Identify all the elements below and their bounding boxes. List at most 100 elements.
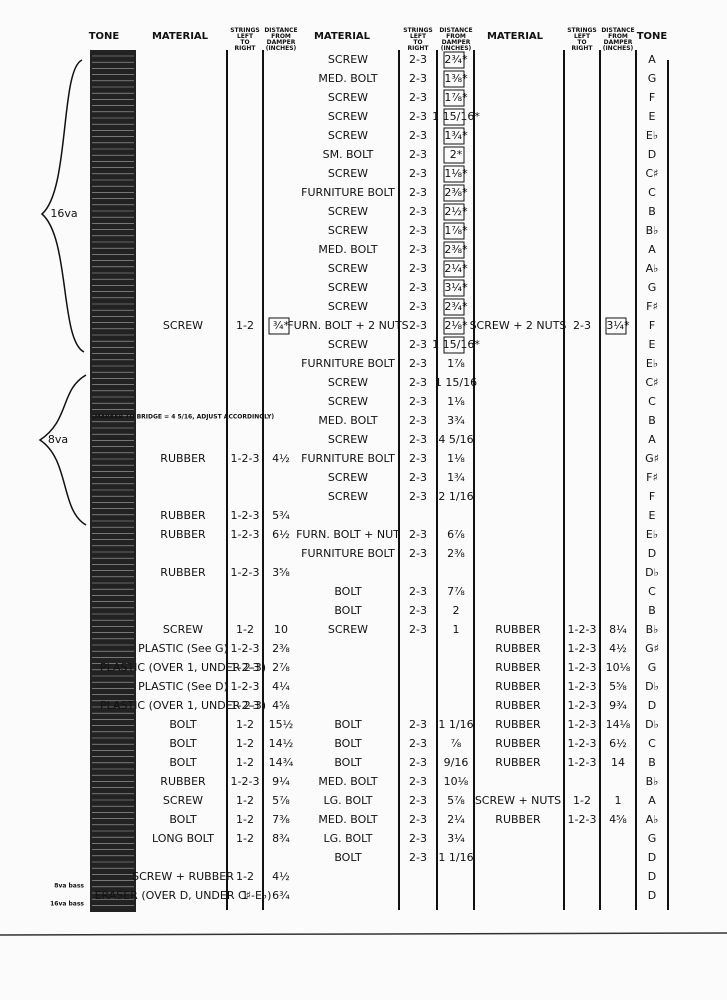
octave-mark: 8va — [48, 433, 68, 446]
distance: 8¼ — [609, 623, 627, 636]
strings: 1-2 — [573, 794, 591, 807]
tone: G — [648, 832, 657, 845]
distance: 3¼* — [444, 281, 468, 294]
strings: 2-3 — [409, 623, 427, 636]
material: BOLT — [334, 756, 362, 769]
distance-box — [443, 298, 465, 316]
material: SCREW + 2 NUTS — [470, 319, 567, 332]
tone: C♯ — [645, 167, 658, 180]
distance: 6⅞ — [447, 528, 465, 541]
strings: 1-2-3 — [568, 756, 597, 769]
strings: 1-2 — [236, 832, 254, 845]
material: FURNITURE BOLT — [301, 547, 395, 560]
brace — [40, 59, 85, 353]
tone: D — [648, 889, 656, 902]
strings: 2-3 — [409, 775, 427, 788]
material: SCREW — [328, 224, 368, 237]
tone: D — [648, 148, 656, 161]
strings: 2-3 — [409, 129, 427, 142]
distance: 1⅞* — [444, 91, 468, 104]
material: RUBBER — [160, 566, 206, 579]
distance: 6½ — [272, 528, 290, 541]
distance: 1 1/16 — [438, 718, 473, 731]
material: SCREW + NUTS — [475, 794, 561, 807]
strings: 1-2 — [236, 718, 254, 731]
distance-box — [443, 146, 465, 164]
tone: B — [648, 414, 656, 427]
material: PLASTIC (See D) — [138, 680, 228, 693]
distance: ¾* — [273, 319, 290, 332]
distance: 3¼* — [606, 319, 630, 332]
distance-box — [443, 203, 465, 221]
distance: 5⅝ — [609, 680, 627, 693]
distance: 1⅞ — [447, 357, 465, 370]
material: PLASTIC (OVER 1, UNDER 2-3) — [100, 699, 266, 712]
distance: 15½ — [269, 718, 294, 731]
material: SCREW — [328, 395, 368, 408]
distance: 1 15/16* — [432, 110, 480, 123]
distance: 1 — [453, 623, 460, 636]
material: SCREW — [328, 376, 368, 389]
strings: 1-2-3 — [568, 699, 597, 712]
distance: 4½ — [272, 452, 290, 465]
strings: 2-3 — [409, 186, 427, 199]
strings: 1-2-3 — [568, 718, 597, 731]
strings: 1-2-3 — [231, 661, 260, 674]
material: RUBBER — [495, 699, 541, 712]
distance-box — [443, 336, 465, 354]
material: SCREW — [328, 262, 368, 275]
octave-mark: 16va — [50, 207, 77, 220]
material: PLASTIC (See G) — [138, 642, 228, 655]
tone: C — [648, 186, 656, 199]
strings: 1-2 — [236, 756, 254, 769]
header: TONE — [637, 31, 668, 42]
material: BOLT — [334, 718, 362, 731]
strings: 2-3 — [409, 585, 427, 598]
tone: C — [648, 737, 656, 750]
material: SCREW — [328, 167, 368, 180]
distance: 1¾ — [447, 471, 465, 484]
strings: 2-3 — [409, 395, 427, 408]
material: FURN. BOLT + NUT — [296, 528, 400, 541]
staff-label: 16va bass — [50, 901, 84, 908]
distance: 3⅝ — [272, 566, 290, 579]
strings: 1-2 — [236, 319, 254, 332]
material: SCREW — [328, 205, 368, 218]
distance: 2⅛* — [444, 319, 468, 332]
tone: G♯ — [645, 642, 659, 655]
distance: 2 — [453, 604, 460, 617]
material: SCREW + RUBBER — [132, 870, 234, 883]
strings: 1-2-3 — [568, 737, 597, 750]
distance-box — [443, 241, 465, 259]
distance: 3¼ — [447, 832, 465, 845]
material: SCREW — [328, 53, 368, 66]
material: LG. BOLT — [324, 794, 373, 807]
distance: 7⅜ — [272, 813, 290, 826]
strings: 2-3 — [409, 414, 427, 427]
material: SCREW — [328, 338, 368, 351]
strings: 2-3 — [409, 148, 427, 161]
strings: 2-3 — [409, 794, 427, 807]
material: SCREW — [328, 281, 368, 294]
distance: 4¼ — [272, 680, 290, 693]
distance: 14⅛ — [606, 718, 631, 731]
distance: 1 15/16* — [432, 338, 480, 351]
material: SM. BOLT — [323, 148, 374, 161]
distance-box — [268, 317, 290, 335]
material: BOLT — [169, 756, 197, 769]
strings: 2-3 — [409, 737, 427, 750]
distance: 2¼* — [444, 262, 468, 275]
strings: 2-3 — [409, 281, 427, 294]
material: BOLT — [334, 851, 362, 864]
tone: E — [649, 338, 656, 351]
strings: 1-2-3 — [568, 813, 597, 826]
material: MED. BOLT — [318, 775, 378, 788]
tone: D — [648, 699, 656, 712]
distance: 10⅛ — [606, 661, 631, 674]
tone: G — [648, 281, 657, 294]
distance-box — [443, 51, 465, 69]
material: FURN. BOLT + 2 NUTS — [287, 319, 408, 332]
tone: A♭ — [646, 813, 659, 826]
strings: 2-3 — [409, 300, 427, 313]
strings: 2-3 — [573, 319, 591, 332]
